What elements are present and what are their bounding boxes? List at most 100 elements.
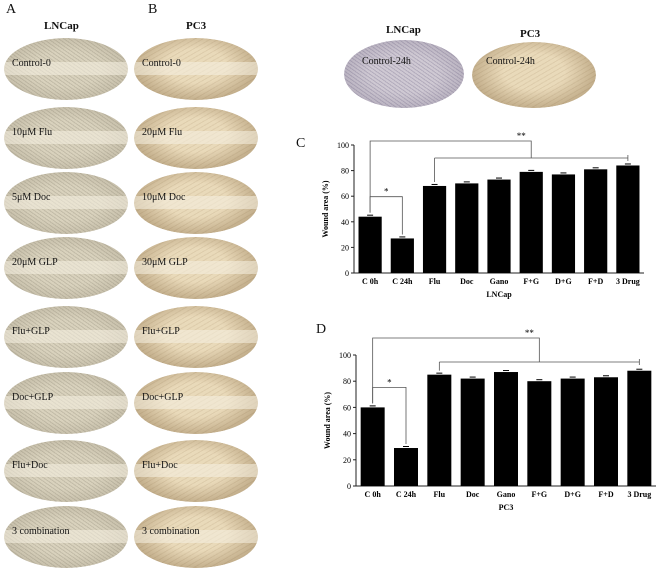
y-tick-label: 40 bbox=[343, 430, 351, 439]
x-tick-label: D+G bbox=[555, 277, 572, 286]
panel-letter-b: B bbox=[148, 2, 158, 17]
pc3-well-label: 30μM GLP bbox=[142, 257, 188, 268]
bar-1 bbox=[394, 448, 418, 486]
x-tick-label: Gano bbox=[497, 490, 516, 499]
y-tick-label: 60 bbox=[341, 192, 349, 201]
x-tick-label: F+D bbox=[588, 277, 603, 286]
lncap-well-label: 3 combination bbox=[12, 526, 70, 537]
pc3-well-label: Flu+GLP bbox=[142, 326, 180, 337]
bar-5 bbox=[519, 171, 543, 273]
top-lncap-title: LNCap bbox=[386, 24, 421, 36]
significance-bracket-large bbox=[369, 140, 532, 213]
bar-0 bbox=[358, 216, 382, 273]
x-tick-label: Flu bbox=[429, 277, 441, 286]
lncap-well-7: 3 combination bbox=[4, 506, 128, 568]
bar-1 bbox=[390, 238, 414, 273]
panel-letter-d: D bbox=[316, 322, 327, 337]
pc3-well-label: Doc+GLP bbox=[142, 392, 184, 403]
pc3-well-1: 20μM Flu bbox=[134, 107, 258, 169]
lncap-well-label: 10μM Flu bbox=[12, 127, 53, 138]
y-tick-label: 100 bbox=[337, 141, 349, 150]
x-tick-label: F+G bbox=[531, 490, 547, 499]
x-tick-label: F+D bbox=[598, 490, 613, 499]
pc3-control-24h-label: Control-24h bbox=[486, 56, 535, 67]
bar-5 bbox=[527, 381, 552, 486]
pc3-well-label: Flu+Doc bbox=[142, 460, 178, 471]
bar-0 bbox=[360, 407, 385, 486]
significance-mark-large: ** bbox=[517, 131, 527, 141]
lncap-well-5: Doc+GLP bbox=[4, 372, 128, 434]
bar-4 bbox=[494, 372, 518, 486]
y-axis-label: Wound area (%) bbox=[323, 392, 332, 450]
bar-8 bbox=[627, 370, 652, 486]
x-axis-label: PC3 bbox=[499, 503, 514, 512]
lncap-well-3: 20μM GLP bbox=[4, 237, 128, 299]
pc3-well-5: Doc+GLP bbox=[134, 372, 258, 434]
y-tick-label: 80 bbox=[343, 377, 351, 386]
panel-letter-a: A bbox=[6, 2, 17, 17]
pc3-wound-area-chart: 0 20 40 60 80 100 Wound area (%) C 0h C 24h Flu Do… bbox=[323, 328, 656, 512]
lncap-control-24h-image: Control-24h bbox=[344, 40, 464, 108]
pc3-well-3: 30μM GLP bbox=[134, 237, 258, 299]
lncap-well-label: 20μM GLP bbox=[12, 257, 58, 268]
pc3-well-label: 3 combination bbox=[142, 526, 200, 537]
bar-4 bbox=[487, 179, 511, 273]
y-tick-label: 80 bbox=[341, 167, 349, 176]
bar-2 bbox=[422, 185, 447, 273]
bar-6 bbox=[560, 378, 585, 486]
pc3-well-2: 10μM Doc bbox=[134, 172, 258, 234]
column-title-pc3: PC3 bbox=[186, 20, 207, 32]
pc3-well-4: Flu+GLP bbox=[134, 306, 258, 368]
lncap-well-label: Doc+GLP bbox=[12, 392, 54, 403]
y-tick-label: 0 bbox=[345, 269, 349, 278]
significance-mark-small: * bbox=[387, 377, 392, 387]
pc3-well-label: 10μM Doc bbox=[142, 192, 186, 203]
lncap-well-0: Control-0 bbox=[4, 38, 128, 100]
bar-3 bbox=[455, 183, 479, 273]
lncap-well-label: Control-0 bbox=[12, 58, 51, 69]
lncap-well-label: 5μM Doc bbox=[12, 192, 51, 203]
x-tick-label: Flu bbox=[434, 490, 446, 499]
bar-3 bbox=[460, 378, 485, 486]
y-tick-label: 0 bbox=[347, 482, 351, 491]
lncap-control-24h-label: Control-24h bbox=[362, 56, 411, 67]
y-tick-label: 100 bbox=[339, 351, 351, 360]
y-tick-label: 20 bbox=[343, 456, 351, 465]
lncap-well-label: Flu+Doc bbox=[12, 460, 48, 471]
y-tick-label: 60 bbox=[343, 403, 351, 412]
x-tick-label: 3 Drug bbox=[616, 277, 640, 286]
lncap-well-label: Flu+GLP bbox=[12, 326, 50, 337]
pc3-well-6: Flu+Doc bbox=[134, 440, 258, 502]
lncap-well-4: Flu+GLP bbox=[4, 306, 128, 368]
x-tick-label: C 0h bbox=[362, 277, 379, 286]
y-axis-label: Wound area (%) bbox=[321, 180, 330, 238]
x-tick-label: F+G bbox=[523, 277, 539, 286]
x-tick-label: D+G bbox=[564, 490, 581, 499]
pc3-control-24h-image: Control-24h bbox=[472, 42, 596, 108]
x-tick-label: C 24h bbox=[396, 490, 417, 499]
lncap-wound-area-chart: 0 20 40 60 80 100 Wound area (%) C 0h C 24h Flu Do… bbox=[321, 131, 644, 299]
lncap-well-1: 10μM Flu bbox=[4, 107, 128, 169]
lncap-well-6: Flu+Doc bbox=[4, 440, 128, 502]
column-title-lncap: LNCap bbox=[44, 20, 79, 32]
x-tick-label: C 24h bbox=[392, 277, 413, 286]
bar-7 bbox=[594, 377, 618, 486]
panel-letter-c: C bbox=[296, 136, 306, 151]
pc3-well-label: Control-0 bbox=[142, 58, 181, 69]
y-tick-label: 20 bbox=[341, 243, 349, 252]
bar-8 bbox=[616, 165, 640, 273]
x-tick-label: C 0h bbox=[365, 490, 382, 499]
lncap-well-2: 5μM Doc bbox=[4, 172, 128, 234]
bar-7 bbox=[584, 169, 608, 273]
x-tick-label: Gano bbox=[490, 277, 509, 286]
x-tick-label: Doc bbox=[466, 490, 480, 499]
pc3-well-label: 20μM Flu bbox=[142, 127, 183, 138]
significance-mark-small: * bbox=[384, 187, 389, 197]
bar-6 bbox=[551, 174, 576, 273]
significance-bracket-large bbox=[372, 337, 540, 404]
x-axis-label: LNCap bbox=[486, 290, 512, 299]
top-pc3-title: PC3 bbox=[520, 28, 541, 40]
significance-mark-large: ** bbox=[525, 328, 535, 338]
pc3-well-7: 3 combination bbox=[134, 506, 258, 568]
x-tick-label: 3 Drug bbox=[627, 490, 651, 499]
